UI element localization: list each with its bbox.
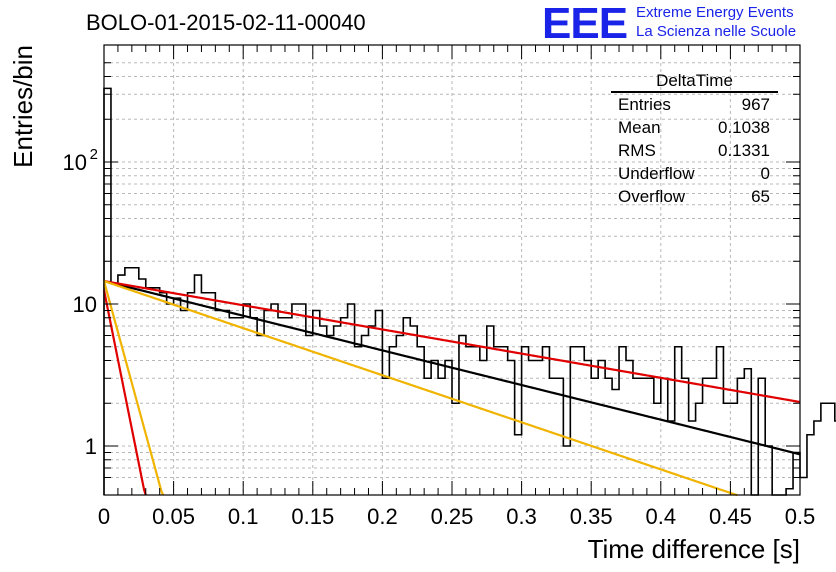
x-tick-label: 0.45 <box>709 504 752 529</box>
stats-value: 967 <box>741 95 770 114</box>
logo-line-1: Extreme Energy Events <box>636 4 794 21</box>
stats-label: Underflow <box>618 164 695 183</box>
x-tick-label: 0.3 <box>506 504 537 529</box>
x-tick-label: 0.25 <box>431 504 474 529</box>
axis-tick-labels: 0 0.05 0.1 0.15 0.2 0.25 0.3 0.35 0.4 0.45 0.5 1 10 1… <box>63 146 816 529</box>
x-tick-label: 0.05 <box>152 504 195 529</box>
fit-curve-3 <box>102 290 147 496</box>
x-tick-label: 0.1 <box>228 504 259 529</box>
fit-curve-4 <box>102 280 165 496</box>
eee-logo: EEE <box>542 0 628 48</box>
stats-title: DeltaTime <box>611 71 778 93</box>
x-tick-label: 0.5 <box>785 504 816 529</box>
stats-value: 0.1038 <box>718 118 770 137</box>
stats-label: Overflow <box>618 187 686 206</box>
stats-row-mean: Mean 0.1038 <box>611 116 778 139</box>
stats-label: RMS <box>618 141 656 160</box>
stats-value: 0.1331 <box>718 141 770 160</box>
fit-curve-2 <box>103 280 738 497</box>
y-axis-label: Entries/bin <box>8 45 38 168</box>
stats-row-rms: RMS 0.1331 <box>611 139 778 162</box>
stats-row-underflow: Underflow 0 <box>611 162 778 185</box>
y-tick-label: 1 <box>85 434 97 459</box>
fit-curve-0 <box>103 280 801 456</box>
fit-curves <box>102 280 801 497</box>
stats-row-overflow: Overflow 65 <box>611 185 778 208</box>
x-tick-label: 0.35 <box>570 504 613 529</box>
stats-box: DeltaTime Entries 967 Mean 0.1038 RMS 0.… <box>611 71 778 208</box>
axis-ticks <box>103 45 801 495</box>
x-tick-label: 0.4 <box>646 504 677 529</box>
stats-value: 0 <box>760 164 770 183</box>
stats-label: Mean <box>618 118 661 137</box>
logo-caption: Extreme Energy Events La Scienza nelle S… <box>636 3 796 41</box>
x-axis-label: Time difference [s] <box>588 534 800 564</box>
x-tick-label: 0.2 <box>367 504 398 529</box>
fit-curve-1 <box>103 280 801 404</box>
stats-value: 65 <box>751 187 770 206</box>
y-tick-label: 10 <box>63 150 87 175</box>
stats-row-entries: Entries 967 <box>611 93 778 116</box>
x-tick-label: 0 <box>98 504 110 529</box>
y-tick-label: 10 <box>73 292 97 317</box>
x-tick-label: 0.15 <box>291 504 334 529</box>
page-title: BOLO-01-2015-02-11-00040 <box>86 10 366 35</box>
logo-line-2: La Scienza nelle Scuole <box>636 23 797 40</box>
stats-label: Entries <box>618 95 671 114</box>
y-tick-exponent: 2 <box>90 146 98 163</box>
